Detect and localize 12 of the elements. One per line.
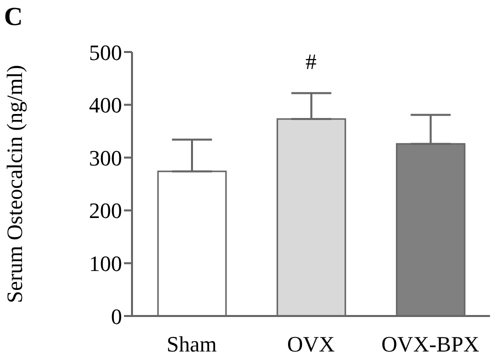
y-tick-label: 300: [89, 145, 122, 170]
x-tick-label: Sham: [166, 332, 217, 357]
y-tick-label: 200: [89, 198, 122, 224]
text: C: [4, 2, 23, 32]
y-axis-title: Serum Osteocalcin (ng/ml): [2, 64, 27, 304]
y-tick-label: 500: [89, 40, 122, 65]
y-tick-label: 400: [89, 92, 122, 118]
annotation: #: [306, 49, 316, 74]
y-tick-label: 0: [111, 304, 122, 329]
x-tick-label: OVX-BPX: [381, 332, 480, 357]
y-tick-label: 100: [89, 251, 122, 276]
x-tick-label: OVX: [287, 332, 335, 357]
